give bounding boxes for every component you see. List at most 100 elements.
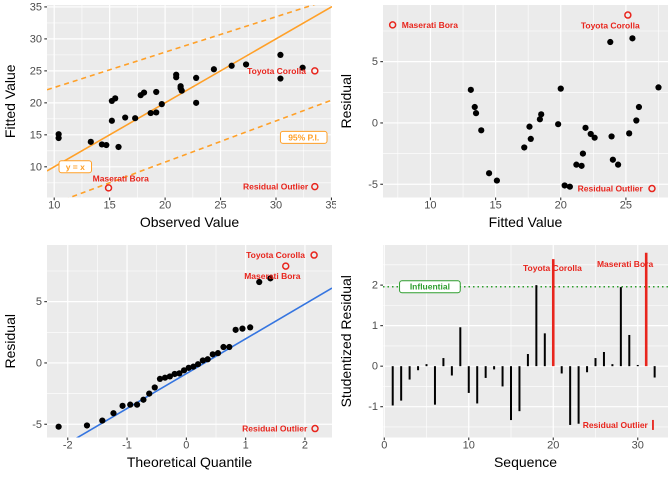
x-axis-title: Observed Value <box>140 214 240 230</box>
data-point <box>199 357 206 364</box>
legend-note-label: Residual Outlier <box>578 184 644 194</box>
data-point <box>171 370 178 378</box>
x-tick-label: -2 <box>63 440 73 452</box>
y-tick-label: 0 <box>36 357 42 369</box>
data-point <box>112 95 119 102</box>
x-tick-label: 20 <box>159 200 171 212</box>
outlier-circle <box>104 184 113 192</box>
plot-area <box>467 35 662 190</box>
data-point <box>190 363 197 370</box>
plot-qq: Maserati Bora Toyota Corolla Residual Outl… <box>0 240 336 480</box>
x-tick-label: 25 <box>214 200 226 212</box>
data-point <box>173 71 180 78</box>
data-point <box>156 375 164 382</box>
data-point <box>579 150 587 157</box>
annotation-box <box>58 160 93 174</box>
data-point <box>127 401 134 408</box>
outlier-circle <box>311 67 319 75</box>
plot-studentized-residual: Toyota Corolla Maserati Bora Influential Re… <box>336 240 672 480</box>
data-point <box>277 75 284 82</box>
data-point <box>220 343 227 351</box>
outlier-label: Toyota Corolla <box>523 263 582 273</box>
data-point <box>176 370 183 377</box>
data-point <box>299 64 306 71</box>
data-point <box>626 130 633 137</box>
data-point <box>635 103 643 111</box>
y-tick-label: -1 <box>368 401 378 413</box>
outlier-circle <box>281 262 290 270</box>
data-point <box>557 85 564 92</box>
annotation-box-label: 95% P.I. <box>288 132 319 142</box>
data-point <box>566 183 573 190</box>
y-tick-label: 20 <box>30 97 42 109</box>
data-point <box>526 123 533 130</box>
data-point <box>132 115 139 122</box>
data-point <box>147 109 154 117</box>
data-point <box>582 124 589 131</box>
data-point <box>471 103 478 111</box>
data-point <box>115 143 122 151</box>
data-point <box>614 161 622 168</box>
data-point <box>527 135 534 142</box>
data-point <box>242 61 250 68</box>
data-point <box>153 109 160 116</box>
panel-background <box>383 5 668 198</box>
legend-note-bar <box>652 419 654 430</box>
data-point <box>629 35 636 42</box>
panel-background <box>47 5 332 198</box>
annotation-box <box>279 130 328 144</box>
data-point <box>204 356 211 363</box>
x-tick-label: 15 <box>104 200 116 212</box>
data-point <box>467 86 474 93</box>
data-point <box>122 114 129 121</box>
data-point <box>161 374 169 381</box>
y-tick-label: 0 <box>372 361 378 373</box>
outlier-label: Maserati Bora <box>597 259 653 269</box>
data-point <box>108 117 115 124</box>
data-point <box>193 99 200 106</box>
y-tick-label: 30 <box>30 33 42 45</box>
data-point <box>239 325 246 332</box>
data-point <box>478 127 485 134</box>
legend-note-circle <box>648 184 656 193</box>
x-tick-label: 0 <box>381 440 387 452</box>
data-point <box>214 350 222 357</box>
pi-lower-line <box>67 99 332 198</box>
data-point <box>158 101 165 108</box>
outlier-circle <box>310 251 318 259</box>
chart-qq-plot: Maserati Bora Toyota Corolla Residual Outl… <box>2 245 332 470</box>
data-point <box>608 133 615 140</box>
y-tick-label: 5 <box>372 56 378 68</box>
legend-note-label: Residual Outlier <box>243 182 309 192</box>
x-axis-title: Sequence <box>494 454 557 470</box>
y-tick-label: 2 <box>372 280 378 292</box>
data-point <box>99 417 106 424</box>
annotation-box-label: Influential <box>410 282 450 292</box>
data-point <box>226 343 233 351</box>
data-point <box>472 110 480 117</box>
outlier-circle <box>624 11 632 19</box>
data-point <box>587 130 594 138</box>
data-point <box>194 361 202 368</box>
x-tick-label: 20 <box>555 200 567 212</box>
outlier-label: Toyota Corolla <box>247 66 306 76</box>
data-point <box>591 134 598 141</box>
data-point <box>55 423 62 430</box>
outlier-label: Toyota Corolla <box>581 20 640 30</box>
data-point <box>110 410 117 417</box>
chart-fitted-vs-observed: Maserati Bora Toyota Corolla y = x 95% P.I.… <box>2 1 338 230</box>
annotation-box-label: y = x <box>66 162 85 172</box>
data-point <box>607 38 614 46</box>
data-point <box>153 88 160 96</box>
annotation-box <box>399 280 461 294</box>
x-tick-label: 30 <box>270 200 282 212</box>
chart-studentized-residual-vs-sequence: Toyota Corolla Maserati Bora Influential Re… <box>338 245 668 470</box>
x-tick-label: 25 <box>620 200 632 212</box>
data-point <box>578 162 585 169</box>
data-point <box>119 402 126 409</box>
chart-residual-vs-fitted: Maserati Bora Toyota Corolla Residual Outl… <box>338 5 668 230</box>
data-point <box>133 401 141 408</box>
outlier-label: Maserati Bora <box>93 173 149 183</box>
data-point <box>256 278 263 286</box>
outlier-label: Maserati Bora <box>244 271 300 281</box>
